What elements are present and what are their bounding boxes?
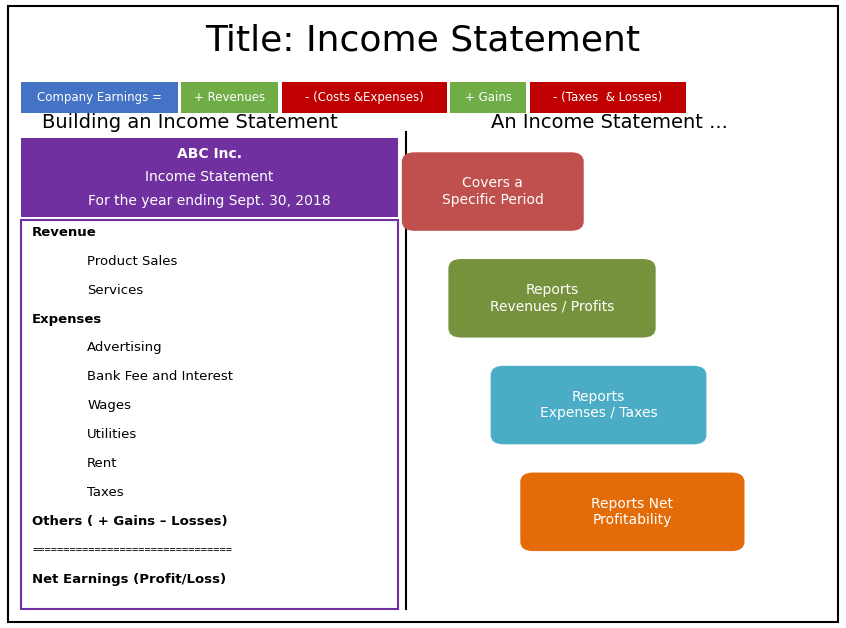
FancyBboxPatch shape	[450, 82, 526, 113]
FancyBboxPatch shape	[21, 220, 398, 609]
Text: Reports
Revenues / Profits: Reports Revenues / Profits	[490, 283, 614, 313]
Text: Company Earnings =: Company Earnings =	[37, 91, 162, 104]
FancyBboxPatch shape	[21, 82, 178, 113]
Text: Reports Net
Profitability: Reports Net Profitability	[591, 497, 673, 527]
FancyBboxPatch shape	[491, 365, 706, 445]
FancyBboxPatch shape	[181, 82, 278, 113]
Text: Wages: Wages	[87, 399, 131, 412]
FancyBboxPatch shape	[8, 6, 838, 622]
Text: + Gains: + Gains	[464, 91, 512, 104]
Text: Expenses: Expenses	[32, 313, 102, 325]
Text: Income Statement: Income Statement	[146, 170, 273, 185]
Text: Title: Income Statement: Title: Income Statement	[206, 24, 640, 58]
Text: Rent: Rent	[87, 457, 118, 470]
FancyBboxPatch shape	[520, 472, 744, 551]
FancyBboxPatch shape	[282, 82, 447, 113]
Text: Net Earnings (Profit/Loss): Net Earnings (Profit/Loss)	[32, 573, 226, 585]
Text: For the year ending Sept. 30, 2018: For the year ending Sept. 30, 2018	[88, 194, 331, 208]
Text: Reports
Expenses / Taxes: Reports Expenses / Taxes	[540, 390, 657, 420]
Text: Services: Services	[87, 284, 143, 296]
Text: + Revenues: + Revenues	[194, 91, 266, 104]
Text: An Income Statement ...: An Income Statement ...	[491, 113, 728, 132]
FancyBboxPatch shape	[448, 259, 656, 338]
Text: Others ( + Gains – Losses): Others ( + Gains – Losses)	[32, 515, 228, 528]
Text: ================================: ================================	[32, 545, 232, 555]
Text: Product Sales: Product Sales	[87, 255, 178, 268]
Text: Covers a
Specific Period: Covers a Specific Period	[442, 176, 544, 207]
Text: Advertising: Advertising	[87, 342, 162, 354]
Text: Taxes: Taxes	[87, 486, 124, 499]
Text: Utilities: Utilities	[87, 428, 137, 441]
Text: ABC Inc.: ABC Inc.	[177, 146, 242, 161]
FancyBboxPatch shape	[402, 153, 584, 231]
Text: - (Taxes  & Losses): - (Taxes & Losses)	[553, 91, 662, 104]
Text: - (Costs &Expenses): - (Costs &Expenses)	[305, 91, 424, 104]
FancyBboxPatch shape	[21, 138, 398, 217]
Text: Revenue: Revenue	[32, 226, 97, 239]
Text: Building an Income Statement: Building an Income Statement	[42, 113, 338, 132]
FancyBboxPatch shape	[530, 82, 686, 113]
Text: Bank Fee and Interest: Bank Fee and Interest	[87, 371, 233, 383]
